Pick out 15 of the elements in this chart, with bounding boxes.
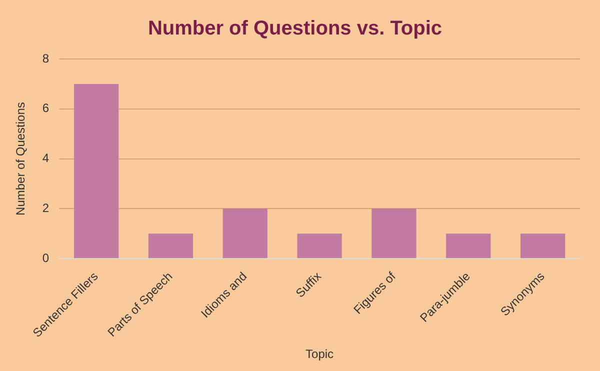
y-tick-label: 8 <box>42 51 50 66</box>
chart-title: Number of Questions vs. Topic <box>148 18 442 40</box>
y-tick-label: 0 <box>42 250 50 265</box>
y-tick-label: 2 <box>42 200 50 215</box>
bar <box>520 234 566 258</box>
bar <box>297 234 342 258</box>
x-axis-title: Topic <box>306 347 334 362</box>
bar <box>372 208 416 258</box>
y-tick-label: 4 <box>42 151 50 166</box>
bar <box>446 234 491 258</box>
bar <box>148 234 194 258</box>
bar <box>222 208 268 258</box>
y-axis-title: Number of Questions <box>14 102 28 216</box>
bar <box>74 84 119 258</box>
y-tick-label: 6 <box>42 101 50 116</box>
